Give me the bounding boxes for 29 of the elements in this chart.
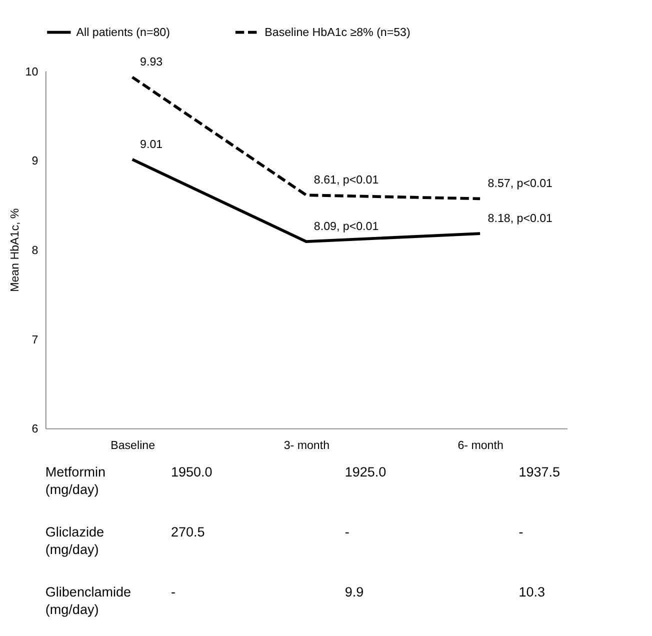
- text: -: [518, 524, 524, 540]
- text: 9.9: [344, 584, 364, 600]
- data-label: 8.09, p<0.01: [314, 220, 379, 233]
- x-tick-label: 6- month: [458, 440, 504, 452]
- y-axis-title: Mean HbA1c, %: [10, 208, 22, 292]
- legend-label: Baseline HbA1c ≥8% (n=53): [264, 27, 410, 40]
- data-label: 8.57, p<0.01: [488, 178, 552, 190]
- x-tick-label: Baseline: [110, 440, 156, 452]
- data-label: 8.18, p<0.01: [488, 212, 552, 225]
- y-tick-label: 7: [32, 334, 38, 346]
- y-tick-label: 6: [32, 424, 38, 436]
- text: 270.5: [170, 524, 205, 540]
- text: -: [170, 584, 176, 600]
- y-tick-label: 9: [32, 156, 38, 168]
- legend-label: All patients (n=80): [76, 27, 170, 40]
- text: Gliclazide (mg/day): [45, 524, 104, 557]
- data-label: 9.01: [140, 138, 163, 151]
- x-tick-label: 3- month: [284, 440, 330, 452]
- y-tick-label: 8: [32, 244, 38, 257]
- y-tick-label: 10: [25, 66, 38, 78]
- data-label: 9.93: [140, 56, 163, 69]
- text: 10.3: [518, 584, 546, 600]
- text: 1950.0: [170, 464, 212, 480]
- data-label: 8.61, p<0.01: [314, 174, 379, 187]
- text: Glibenclamide (mg/day): [45, 584, 132, 617]
- text: 1937.5: [518, 464, 560, 480]
- text: -: [344, 524, 350, 540]
- text: 1925.0: [344, 464, 386, 480]
- text: Metformin (mg/day): [45, 464, 106, 498]
